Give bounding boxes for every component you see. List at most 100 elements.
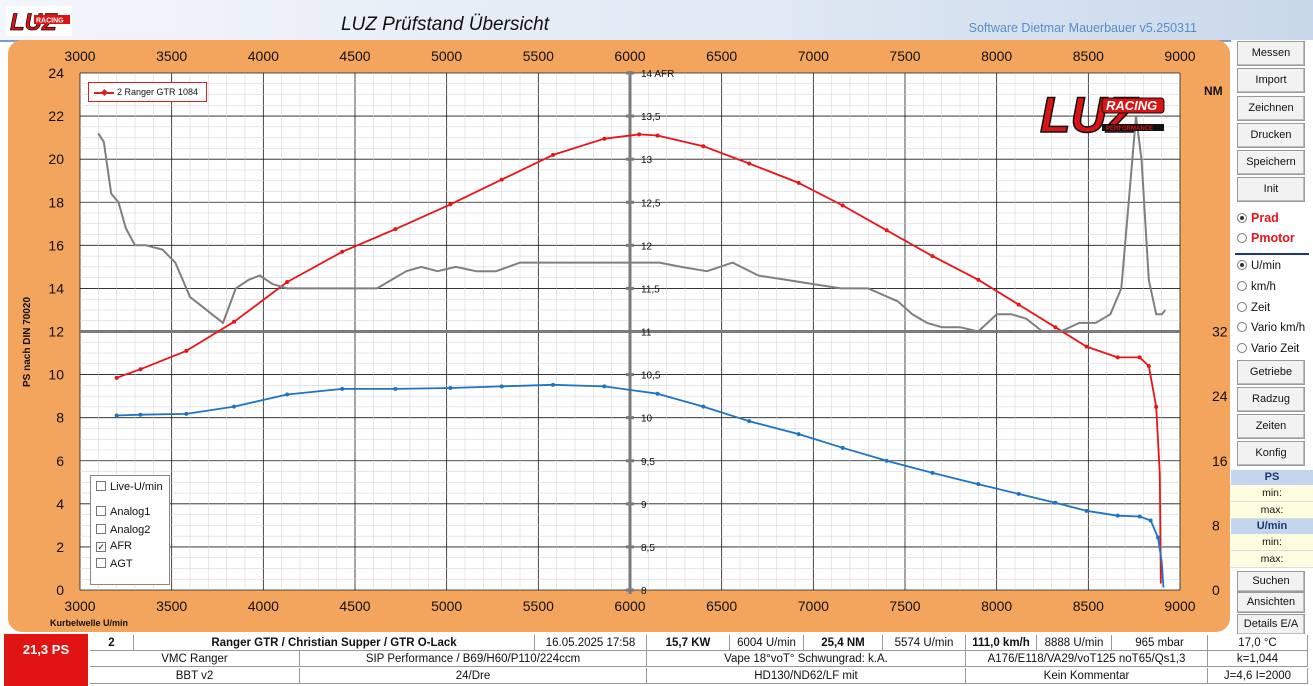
checkbox-box[interactable] — [96, 524, 106, 534]
dyno-chart: 3000 3000 3500 3500 4000 4000 4500 4500 5000 5000… — [22, 48, 1228, 628]
checkbox-agt[interactable]: AGT — [96, 558, 133, 570]
afr-tick-label: 14 AFR — [641, 69, 674, 80]
afr-tick-label: 12,5 — [641, 198, 661, 209]
y2-tick-label: 24 — [1212, 388, 1228, 404]
checkbox-box[interactable] — [96, 506, 106, 516]
afr-tick-label: 11 — [641, 328, 652, 339]
details-e-a-button[interactable]: Details E/A — [1237, 614, 1305, 635]
ansichten-button[interactable]: Ansichten — [1237, 592, 1305, 613]
radio-dot[interactable] — [1237, 302, 1247, 312]
y-tick-label: 20 — [48, 151, 64, 167]
drucken-button[interactable]: Drucken — [1237, 123, 1305, 148]
nm-data-point — [285, 392, 290, 397]
checkbox-analog1[interactable]: Analog1 — [96, 506, 150, 518]
radzug-button[interactable]: Radzug — [1237, 387, 1305, 412]
ps-data-point — [1016, 302, 1021, 307]
radio-label: Zeit — [1251, 302, 1271, 314]
x-tick-label-top: 3500 — [156, 48, 187, 64]
rpm-min-field[interactable]: min: — [1231, 534, 1313, 551]
nm-data-point — [701, 404, 706, 409]
ps-max-field[interactable]: max: — [1231, 502, 1313, 519]
x-tick-label-top: 6000 — [614, 48, 645, 64]
radio-km-h[interactable]: km/h — [1237, 281, 1276, 293]
luz-racing-logo: LUZ RACING PERFORMANCE — [1040, 86, 1165, 138]
nm-data-point — [930, 470, 935, 475]
zeiten-button[interactable]: Zeiten — [1237, 414, 1305, 439]
radio-pmotor[interactable]: Pmotor — [1237, 231, 1295, 245]
afr-tick-label: 11,5 — [641, 284, 660, 295]
status-cell: Vape 18°voT° Schwungrad: k.A. — [647, 651, 966, 667]
ps-data-point — [285, 279, 290, 284]
status-cell: 25,4 NM — [804, 635, 883, 651]
nm-data-point — [114, 413, 119, 418]
logo-tagline: PERFORMANCE — [1106, 126, 1153, 132]
status-cell: SIP Performance / B69/H60/P110/224ccm — [300, 651, 647, 667]
rpm-section-title: U/min — [1231, 519, 1313, 534]
nm-data-point — [448, 386, 453, 391]
nm-data-point — [1137, 514, 1142, 519]
zeichnen-button[interactable]: Zeichnen — [1237, 96, 1305, 121]
init-button[interactable]: Init — [1237, 177, 1305, 202]
nm-data-point — [1053, 500, 1058, 505]
nm-data-point — [747, 419, 752, 424]
radio-label: Vario km/h — [1251, 322, 1306, 334]
rpm-max-field[interactable]: max: — [1231, 551, 1313, 568]
ps-data-point — [393, 227, 398, 232]
getriebe-button[interactable]: Getriebe — [1237, 360, 1305, 385]
nm-data-point — [1156, 535, 1160, 540]
y-tick-label: 4 — [56, 496, 64, 512]
small-logo-badge: RACING — [36, 18, 64, 25]
nm-data-point — [551, 382, 555, 387]
radio-dot[interactable] — [1237, 260, 1247, 270]
chart-legend[interactable]: 2 Ranger GTR 1084 — [88, 82, 207, 102]
radio-dot[interactable] — [1237, 343, 1247, 353]
status-cell: 5574 U/min — [883, 635, 966, 651]
messen-button[interactable]: Messen — [1237, 41, 1305, 66]
checkbox-afr[interactable]: ✓ AFR — [96, 540, 132, 552]
checkbox-box[interactable] — [96, 558, 106, 568]
radio-prad[interactable]: Prad — [1237, 211, 1279, 225]
radio-zeit[interactable]: Zeit — [1237, 302, 1270, 314]
ps-data-point — [602, 136, 607, 141]
radio-vario-km-h[interactable]: Vario km/h — [1237, 322, 1305, 334]
x-tick-label-top: 7000 — [798, 48, 829, 64]
x-tick-label-top: 3000 — [64, 48, 95, 64]
ps-data-point — [448, 202, 453, 207]
ps-min-field[interactable]: min: — [1231, 485, 1313, 502]
status-area: 21,3 PS 2 Ranger GTR / Christian Supper /… — [0, 634, 1313, 686]
status-cell: 8888 U/min — [1037, 635, 1112, 651]
y-tick-label: 12 — [48, 324, 64, 340]
radio-dot[interactable] — [1237, 322, 1247, 332]
radio-dot[interactable] — [1237, 233, 1247, 243]
suchen-button[interactable]: Suchen — [1237, 571, 1305, 592]
speichern-button[interactable]: Speichern — [1237, 150, 1305, 175]
status-cell: k=1,044 — [1208, 651, 1308, 667]
y2-tick-label: 0 — [1212, 582, 1220, 598]
ps-data-point — [1146, 363, 1151, 368]
afr-tick-label: 9 — [641, 500, 647, 511]
radio-dot[interactable] — [1237, 213, 1247, 223]
checkbox-live-u-min[interactable]: Live-U/min — [96, 481, 163, 493]
afr-tick-label: 8 — [641, 586, 647, 597]
checkbox-box[interactable]: ✓ — [96, 542, 106, 552]
ps-data-point — [114, 375, 119, 380]
checkbox-analog2[interactable]: Analog2 — [96, 524, 150, 536]
x-tick-label-bottom: 4000 — [248, 598, 279, 614]
y2-tick-label: 16 — [1212, 453, 1228, 469]
checkbox-box[interactable] — [96, 481, 106, 491]
ps-data-point — [930, 254, 935, 259]
ps-data-point — [796, 180, 801, 185]
power-display: 21,3 PS — [4, 634, 88, 686]
afr-tick-label: 10,5 — [641, 371, 661, 382]
radio-dot[interactable] — [1237, 281, 1247, 291]
x-tick-label-bottom: 5500 — [523, 598, 554, 614]
luz-racing-logo-small: LUZ RACING — [6, 6, 72, 36]
radio-u-min[interactable]: U/min — [1237, 260, 1281, 272]
checkbox-label: Analog2 — [110, 524, 151, 536]
ps-data-point — [1154, 404, 1159, 409]
radio-vario-zeit[interactable]: Vario Zeit — [1237, 343, 1299, 355]
nm-data-point — [1115, 513, 1120, 518]
import-button[interactable]: Import — [1237, 68, 1305, 93]
konfig-button[interactable]: Konfig — [1237, 441, 1305, 466]
ps-data-point — [1137, 355, 1142, 360]
